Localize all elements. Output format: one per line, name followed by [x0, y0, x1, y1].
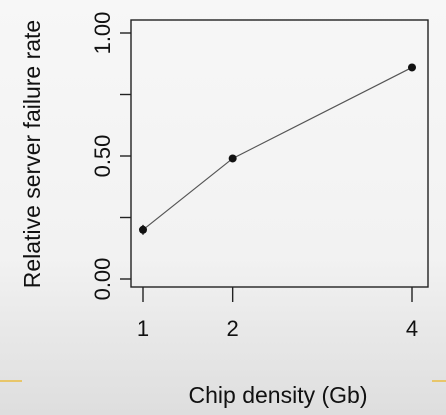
- y-tick-label: 0.00: [90, 258, 115, 301]
- x-tick-label: 1: [137, 316, 149, 341]
- x-tick-label: 4: [406, 316, 418, 341]
- y-tick-label: 1.00: [90, 12, 115, 55]
- series-layer: [139, 63, 416, 235]
- y-axis: 0.00 0.50 1.00: [90, 12, 131, 301]
- x-axis: 1 2 4: [137, 287, 418, 341]
- y-axis-title: Relative server failure rate: [19, 20, 45, 288]
- x-tick-label: 2: [227, 316, 239, 341]
- data-point: [139, 225, 147, 234]
- y-tick-label: 0.50: [90, 135, 115, 178]
- x-axis-title: Chip density (Gb): [189, 382, 368, 408]
- plot-frame: [130, 19, 429, 288]
- data-point: [228, 154, 237, 163]
- data-point: [408, 63, 416, 72]
- series-line: [142, 66, 413, 231]
